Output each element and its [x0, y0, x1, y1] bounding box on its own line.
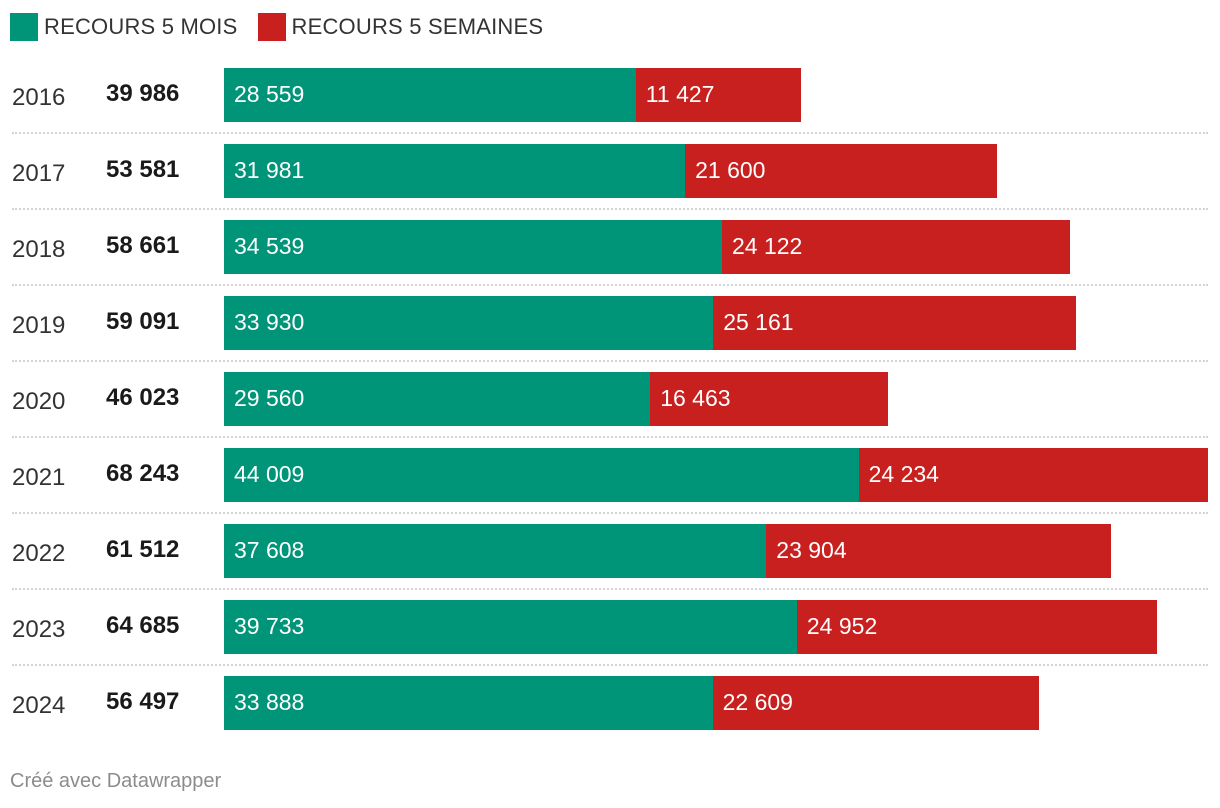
- row-separator: [12, 436, 1208, 438]
- value-label-mois: 39 733: [234, 613, 305, 639]
- legend-item-semaines: RECOURS 5 SEMAINES: [257, 13, 544, 41]
- row-separator: [12, 360, 1208, 362]
- bar-segment-semaines: 24 122: [722, 220, 1070, 274]
- value-label-mois: 37 608: [234, 537, 305, 563]
- bar-row-2024: 2024 56 497 33 888 22 609: [0, 676, 1220, 752]
- value-label-semaines: 24 952: [806, 613, 878, 639]
- value-label-mois: 34 539: [234, 233, 305, 259]
- bar-row-2020: 2020 46 023 29 560 16 463: [0, 372, 1220, 448]
- year-label: 2018: [12, 236, 66, 263]
- total-label: 53 581: [106, 156, 180, 183]
- legend-swatch-semaines: [257, 13, 286, 41]
- value-label-mois: 31 981: [234, 157, 305, 183]
- year-label: 2017: [12, 160, 66, 187]
- year-label: 2020: [12, 388, 66, 415]
- value-label-semaines: 24 122: [732, 233, 803, 259]
- bar-row-2022: 2022 61 512 37 608 23 904: [0, 524, 1220, 600]
- bar-row-2021: 2021 68 243 44 009 24 234: [0, 448, 1220, 524]
- legend-label-mois: RECOURS 5 MOIS: [44, 14, 238, 39]
- value-label-mois: 44 009: [234, 461, 305, 487]
- value-label-semaines: 21 600: [695, 157, 766, 183]
- value-label-semaines: 24 234: [868, 461, 939, 487]
- bar-row-2023: 2023 64 685 39 733 24 952: [0, 600, 1220, 676]
- datawrapper-credit: Créé avec Datawrapper: [10, 770, 222, 792]
- row-separator: [12, 588, 1208, 590]
- legend-label-semaines: RECOURS 5 SEMAINES: [291, 14, 544, 39]
- row-separator: [12, 132, 1208, 134]
- value-label-semaines: 16 463: [660, 385, 731, 411]
- legend-swatch-mois: [10, 13, 38, 41]
- bar-segment-mois: 44 009: [224, 448, 859, 502]
- row-separator: [12, 512, 1208, 514]
- value-label-mois: 33 930: [234, 309, 305, 335]
- total-label: 59 091: [106, 308, 180, 335]
- total-label: 56 497: [106, 688, 180, 715]
- bar-row-2018: 2018 58 661 34 539 24 122: [0, 220, 1220, 296]
- value-label-mois: 29 560: [234, 385, 305, 411]
- total-label: 64 685: [106, 612, 180, 639]
- bar-segment-mois: 37 608: [224, 524, 767, 578]
- value-label-mois: 28 559: [234, 81, 305, 107]
- legend: RECOURS 5 MOIS RECOURS 5 SEMAINES: [10, 12, 563, 42]
- bar-segment-mois: 33 930: [224, 296, 714, 350]
- row-separator: [12, 284, 1208, 286]
- total-label: 46 023: [106, 384, 180, 411]
- total-label: 39 986: [106, 80, 180, 107]
- bar-segment-semaines: 24 952: [796, 600, 1157, 654]
- bar-row-2017: 2017 53 581 31 981 21 600: [0, 144, 1220, 220]
- value-label-semaines: 25 161: [723, 309, 794, 335]
- year-label: 2021: [12, 464, 66, 491]
- row-separator: [12, 664, 1208, 666]
- bar-row-2019: 2019 59 091 33 930 25 161: [0, 296, 1220, 372]
- bar-segment-semaines: 25 161: [713, 296, 1076, 350]
- value-label-semaines: 23 904: [776, 537, 847, 563]
- bar-segment-semaines: 21 600: [685, 144, 997, 198]
- bar-segment-mois: 31 981: [224, 144, 686, 198]
- year-label: 2022: [12, 540, 66, 567]
- value-label-mois: 33 888: [234, 689, 305, 715]
- bar-segment-semaines: 11 427: [635, 68, 801, 122]
- bar-segment-semaines: 23 904: [766, 524, 1111, 578]
- legend-item-mois: RECOURS 5 MOIS: [10, 13, 238, 41]
- total-label: 61 512: [106, 536, 180, 563]
- bar-segment-mois: 34 539: [224, 220, 722, 274]
- year-label: 2019: [12, 312, 66, 339]
- value-label-semaines: 11 427: [645, 81, 715, 107]
- bar-row-2016: 2016 39 986 28 559 11 427: [0, 68, 1220, 144]
- bar-segment-mois: 28 559: [224, 68, 636, 122]
- bar-segment-mois: 33 888: [224, 676, 713, 730]
- year-label: 2023: [12, 616, 66, 643]
- year-label: 2016: [12, 84, 66, 111]
- year-label: 2024: [12, 692, 66, 719]
- total-label: 68 243: [106, 460, 180, 487]
- row-separator: [12, 208, 1208, 210]
- bar-segment-mois: 39 733: [224, 600, 797, 654]
- bar-segment-mois: 29 560: [224, 372, 651, 426]
- bar-segment-semaines: 24 234: [858, 448, 1208, 502]
- value-label-semaines: 22 609: [722, 689, 793, 715]
- bar-segment-semaines: 16 463: [650, 372, 888, 426]
- total-label: 58 661: [106, 232, 180, 259]
- bar-segment-semaines: 22 609: [712, 676, 1039, 730]
